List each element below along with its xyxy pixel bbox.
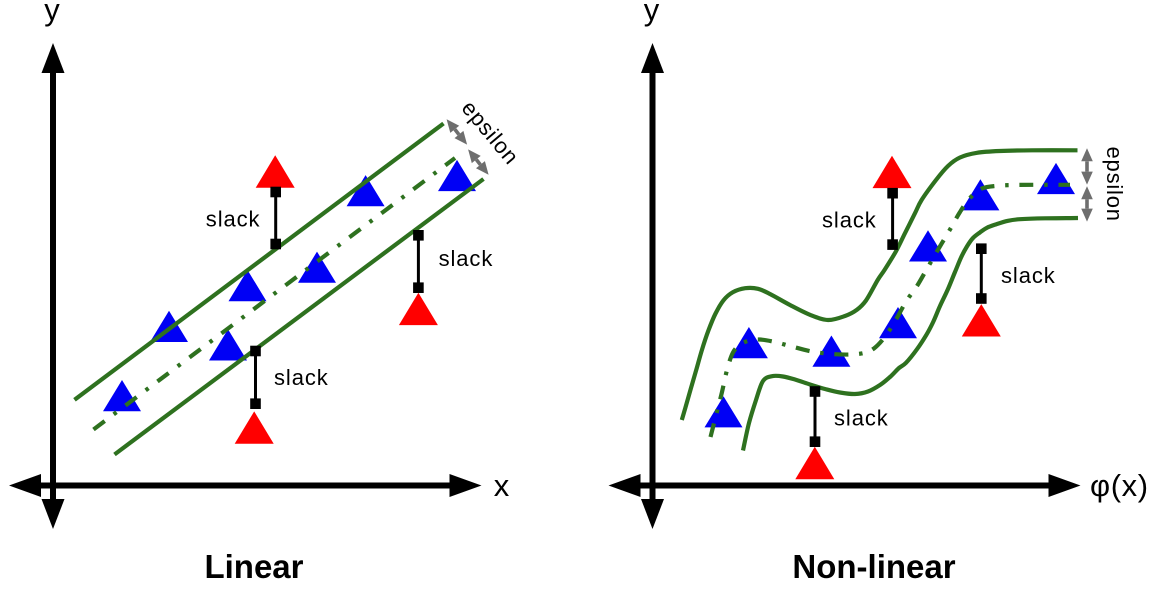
svg-text:φ(x): φ(x) bbox=[1090, 468, 1149, 503]
svg-text:slack: slack bbox=[1001, 263, 1056, 288]
svg-text:slack: slack bbox=[439, 246, 494, 271]
svg-text:Linear: Linear bbox=[204, 548, 303, 585]
svg-text:slack: slack bbox=[822, 208, 877, 233]
svg-text:y: y bbox=[44, 0, 60, 27]
svg-text:slack: slack bbox=[274, 365, 329, 390]
svg-text:Non-linear: Non-linear bbox=[792, 548, 955, 585]
svg-text:epsilon: epsilon bbox=[1102, 147, 1127, 222]
svg-text:x: x bbox=[494, 468, 510, 503]
svg-text:y: y bbox=[644, 0, 660, 27]
svg-text:slack: slack bbox=[206, 207, 261, 232]
svg-text:slack: slack bbox=[834, 406, 889, 431]
